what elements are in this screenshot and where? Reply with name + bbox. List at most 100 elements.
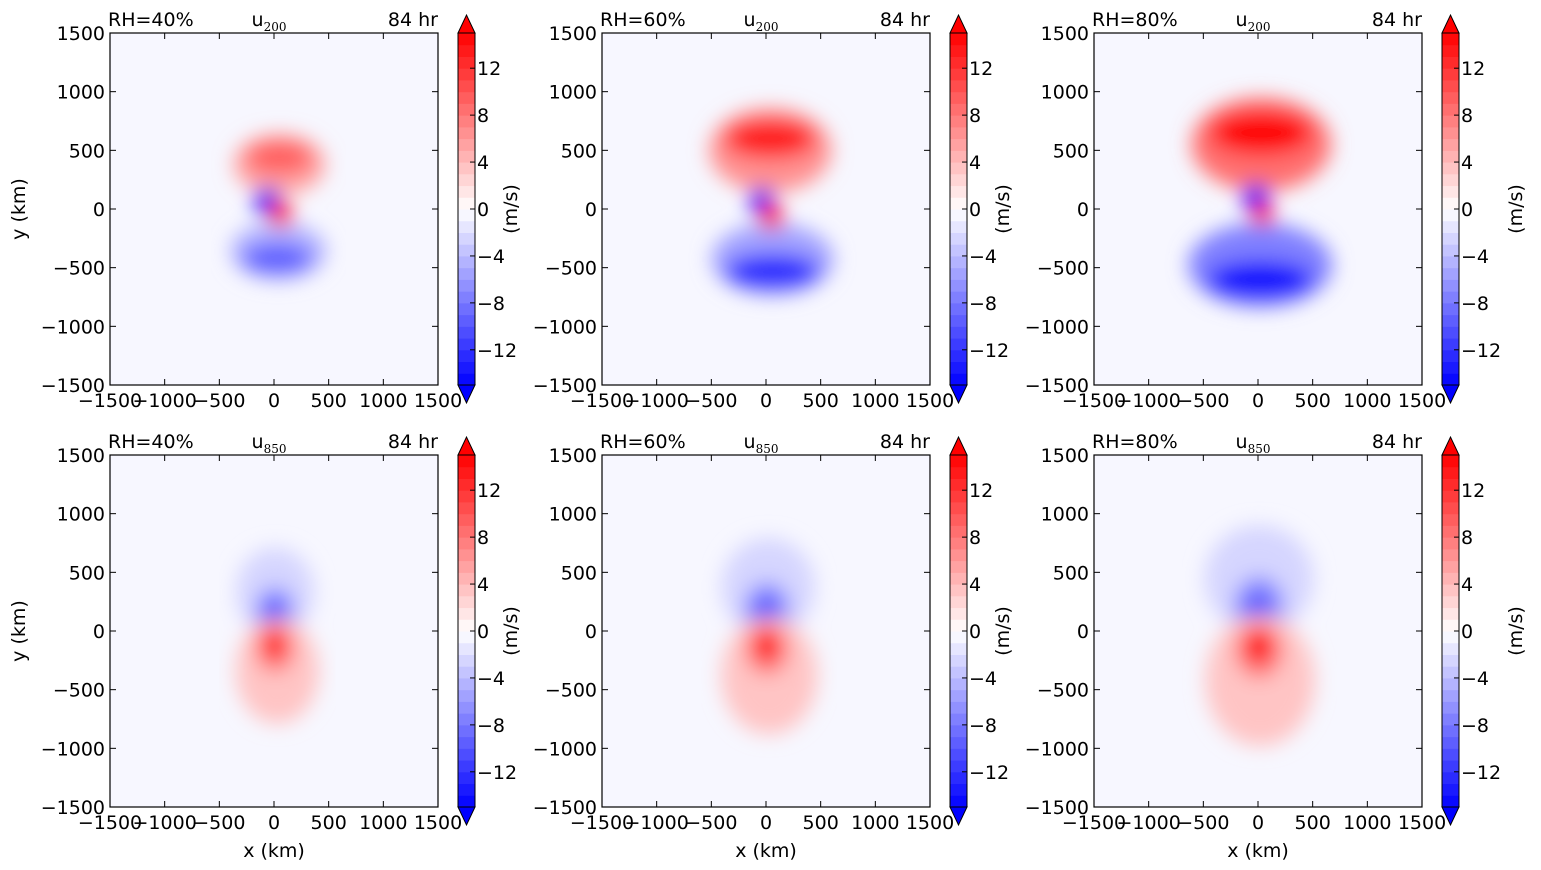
colorbar: −12 −8 −4 0 4 8 12 (m/s) [1441, 435, 1527, 827]
colorbar-tick-label: 0 [477, 621, 489, 643]
panel-title-left: RH=40% [108, 9, 194, 31]
colorbar-level [950, 584, 967, 597]
colorbar-level [1442, 595, 1459, 609]
colorbar-tick-label: −4 [969, 246, 997, 268]
colorbar-level [1442, 173, 1459, 187]
colorbar-extend-max [949, 13, 968, 34]
colorbar-level [1442, 373, 1459, 386]
colorbar-level [458, 666, 475, 679]
colorbar-level [1442, 244, 1459, 257]
panel-title-left: RH=60% [600, 9, 686, 31]
panel-title-right: 84 hr [880, 431, 930, 453]
colorbar-level [458, 642, 475, 655]
colorbar: −12 −8 −4 0 4 8 12 (m/s) [1441, 13, 1527, 405]
colorbar: −12 −8 −4 0 4 8 12 [949, 13, 1009, 405]
colorbar-level [1442, 795, 1459, 808]
colorbar-tick-label: −12 [477, 340, 517, 362]
colorbar-level [458, 490, 475, 503]
panel-1-0: −1500−1000−500 0 500 1000 1500−1500−1000−500… [8, 431, 517, 862]
colorbar-level [458, 572, 475, 585]
field-layer [1188, 97, 1333, 308]
colorbar-level [458, 455, 475, 468]
y-tick-label: 0 [585, 621, 597, 643]
colorbar-level [1442, 584, 1459, 597]
colorbar-level [950, 607, 967, 620]
y-tick-label: 0 [585, 199, 597, 221]
y-axis-label: y (km) [8, 178, 30, 240]
y-tick-label: −1000 [533, 738, 597, 760]
colorbar-level [458, 91, 475, 104]
colorbar-level [458, 302, 475, 316]
x-tick-label: 500 [1295, 390, 1331, 412]
colorbar-tick-label: 0 [1461, 621, 1473, 643]
colorbar-level [1442, 115, 1459, 128]
x-tick-label: −1500 [570, 812, 634, 834]
x-tick-label: 1500 [414, 812, 462, 834]
panel-0-0: −1500−1000−500 0 500 1000 1500−1500−1000−500… [8, 9, 517, 412]
colorbar-level [950, 232, 967, 245]
colorbar-tick-label: −12 [1461, 340, 1501, 362]
colorbar-level [1442, 56, 1459, 69]
x-tick-label: −1500 [1062, 812, 1126, 834]
colorbar-extend-max [949, 435, 968, 456]
panel-title-center: u850 [744, 431, 779, 456]
y-tick-label: −500 [1037, 258, 1089, 280]
colorbar-level [950, 338, 967, 351]
colorbar-level [458, 619, 475, 632]
colorbar-level [458, 607, 475, 620]
y-tick-label: −500 [53, 680, 105, 702]
colorbar-level [458, 68, 475, 81]
colorbar-level [950, 56, 967, 69]
colorbar-level [1442, 255, 1459, 269]
field-layer [1204, 525, 1315, 746]
colorbar-level [1442, 619, 1459, 632]
colorbar-tick-label: 4 [1461, 574, 1473, 596]
y-tick-label: 1500 [1041, 445, 1089, 467]
panel-title-right: 84 hr [1372, 431, 1422, 453]
colorbar-level [458, 220, 475, 233]
colorbar-level [1442, 314, 1459, 327]
colorbar-level [950, 220, 967, 233]
colorbar-level [950, 537, 967, 550]
colorbar-level [950, 255, 967, 269]
colorbar-tick-label: −8 [1461, 293, 1489, 315]
positive-anomaly-5 [759, 203, 784, 229]
y-tick-label: 500 [69, 562, 105, 584]
negative-anomaly-3 [725, 253, 820, 289]
colorbar-level [950, 115, 967, 128]
colorbar-level [950, 513, 967, 526]
y-tick-label: 0 [1077, 199, 1089, 221]
colorbar-level [950, 677, 967, 691]
colorbar-level [950, 501, 967, 515]
colorbar-level [950, 326, 967, 339]
colorbar-level [1442, 631, 1459, 644]
colorbar-level [1442, 736, 1459, 749]
y-axis-label: y (km) [8, 600, 30, 662]
colorbar-level [950, 103, 967, 116]
colorbar-level [950, 68, 967, 81]
field-layer [230, 133, 327, 281]
colorbar-level [458, 361, 475, 374]
x-tick-label: 500 [1295, 812, 1331, 834]
colorbar-level [950, 548, 967, 562]
colorbar-tick-label: −8 [969, 293, 997, 315]
colorbar-level [1442, 490, 1459, 503]
colorbar-level [1442, 197, 1459, 210]
colorbar-label: (m/s) [1505, 606, 1527, 656]
colorbar-level [950, 373, 967, 386]
y-tick-label: 1500 [549, 445, 597, 467]
colorbar-level [1442, 185, 1459, 198]
y-tick-label: −500 [545, 258, 597, 280]
colorbar-level [458, 748, 475, 761]
x-tick-label: −500 [685, 390, 737, 412]
y-tick-label: 500 [561, 562, 597, 584]
panel-title-center: u200 [252, 9, 287, 34]
colorbar-level [458, 255, 475, 269]
colorbar-level [458, 584, 475, 597]
colorbar-level [950, 654, 967, 667]
colorbar-level [458, 232, 475, 245]
colorbar-level [458, 701, 475, 714]
colorbar-level [458, 126, 475, 140]
colorbar-level [1442, 701, 1459, 714]
